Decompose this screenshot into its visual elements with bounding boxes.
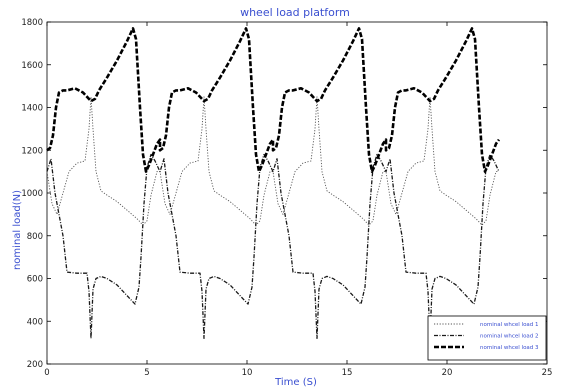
chart-title: wheel load platform [240, 6, 350, 19]
y-tick-label: 1200 [21, 146, 43, 156]
x-tick-label: 0 [44, 368, 49, 378]
y-tick-label: 600 [27, 275, 43, 285]
x-tick-label: 25 [542, 368, 553, 378]
legend: nominal whcel load 1 nominal whcel load 2… [427, 315, 547, 361]
y-tick-label: 800 [27, 232, 43, 242]
y-tick-label: 1000 [21, 189, 43, 199]
legend-label-1: nominal whcel load 1 [480, 322, 539, 328]
plot-area: 0 5 10 15 20 25 200 400 600 800 1000 1200 1400 1600 18… [21, 18, 552, 378]
series-line-1 [46, 96, 499, 226]
y-tick-label: 200 [27, 360, 43, 370]
legend-label-3: nominal whcel load 3 [480, 345, 539, 351]
y-tick-label: 1800 [21, 18, 43, 28]
y-tick-label: 1400 [21, 104, 43, 114]
series-line-3 [46, 27, 501, 173]
y-axis-label: nominal load(N) [12, 190, 23, 270]
x-tick-label: 20 [442, 368, 453, 378]
x-tick-label: 5 [144, 368, 149, 378]
y-tick-label: 400 [27, 317, 43, 327]
legend-box [427, 315, 547, 361]
x-axis-label: Time (S) [274, 377, 317, 388]
legend-label-2: nominal whcel load 2 [480, 334, 539, 340]
y-tick-label: 1600 [21, 61, 43, 71]
x-tick-label: 15 [342, 368, 353, 378]
series-line-2 [46, 153, 500, 340]
x-tick-label: 10 [242, 368, 253, 378]
